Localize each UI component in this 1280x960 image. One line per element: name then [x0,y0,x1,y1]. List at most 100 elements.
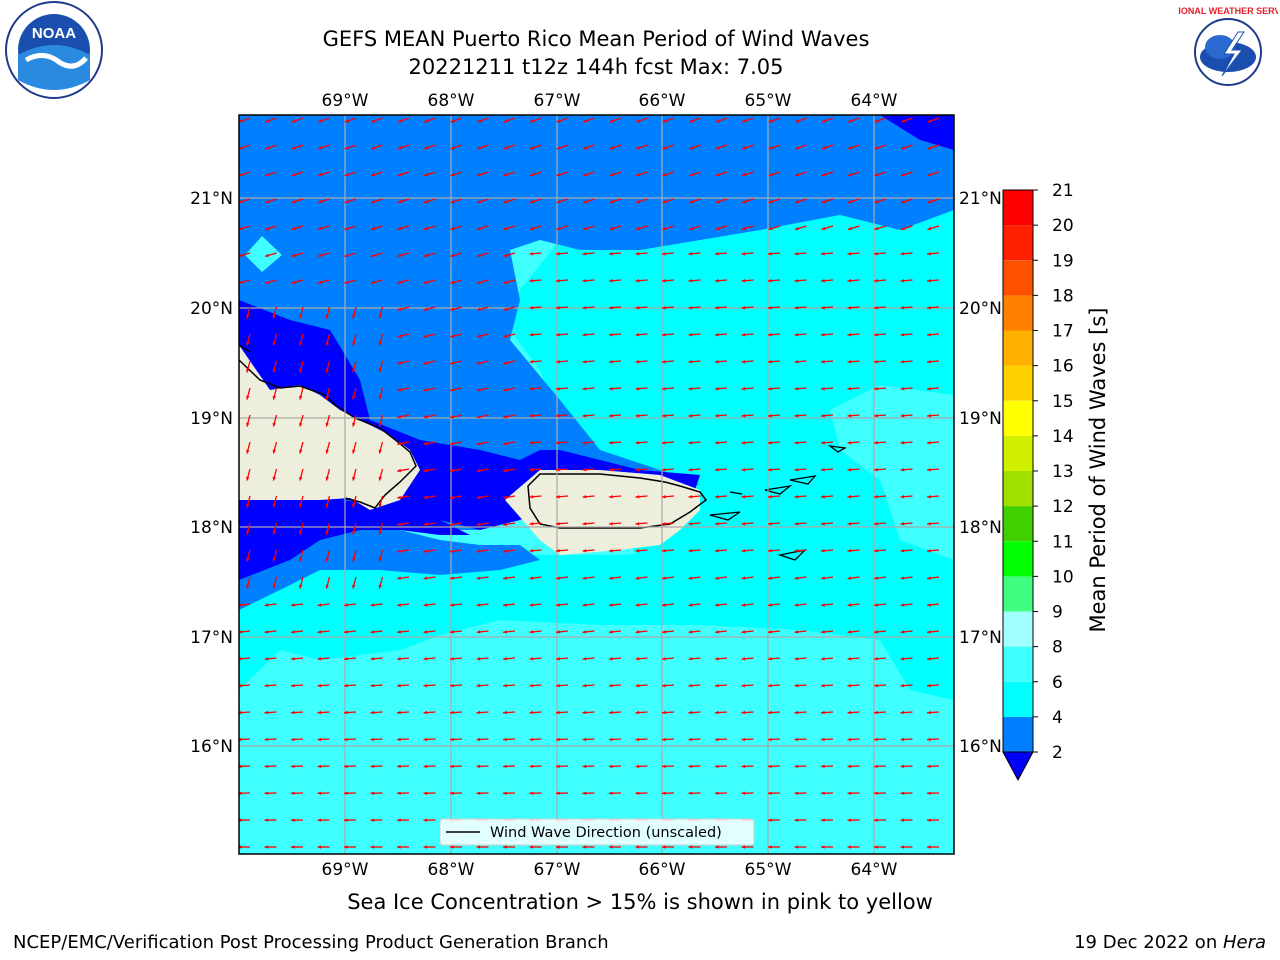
lat-label: 21°N [959,189,1002,209]
direction-arrow-head [450,307,455,311]
direction-arrow-head [556,279,560,283]
direction-arrow-head [423,845,428,849]
colorbar-swatch [1003,576,1033,612]
direction-arrow-head [847,414,852,418]
colorbar-swatch [1003,295,1033,331]
graticule [239,115,954,854]
direction-arrow-head [450,146,455,150]
coastline-hispaniola [239,344,417,509]
direction-arrow-head [352,449,356,454]
direction-arrow-head [317,845,322,849]
direction-arrow-head [424,146,429,150]
direction-arrow-head [556,146,561,150]
direction-arrow-head [874,199,879,204]
direction-arrow-head [476,657,481,661]
direction-arrow-head [476,845,481,849]
direction-arrow-head [450,388,455,392]
colorbar-tick-label: 9 [1052,603,1063,623]
direction-arrow-head [688,522,693,526]
colorbar-swatch [1003,611,1033,647]
direction-arrow-head [635,683,640,688]
direction-arrow-head [662,387,666,391]
direction-arrow-head [741,387,746,391]
colorbar-swatch [1003,260,1033,296]
direction-arrow-head [582,306,587,310]
direction-arrow-head [556,845,560,849]
direction-arrow-head [272,476,276,481]
direction-arrow-head [246,314,250,319]
direction-arrow-head [609,522,613,526]
direction-arrow-head [821,818,825,822]
direction-arrow-head [900,657,905,661]
direction-arrow-head [688,279,693,283]
direction-arrow-head [344,253,349,257]
direction-arrow-head [768,791,772,795]
chart-subtitle: 20221211 t12z 144h fcst Max: 7.05 [408,55,784,79]
direction-arrow-head [291,119,296,123]
direction-arrow-head [450,630,454,634]
direction-arrow-head [352,503,356,508]
colorbar-swatch [1003,716,1033,752]
lat-label: 16°N [190,737,233,757]
direction-arrow-head [556,414,560,418]
direction-arrow-head [794,737,799,742]
direction-arrow-head [370,764,375,769]
colorbar-extend-triangle [1002,751,1034,782]
direction-arrow-head [821,226,826,231]
direction-arrow-head [423,710,428,715]
direction-arrow-head [246,449,250,454]
direction-arrow-head [352,368,356,373]
direction-arrow-head [476,764,481,769]
direction-arrow-head [291,710,295,715]
direction-arrow-head [741,333,746,337]
direction-arrow-head [582,252,587,256]
direction-arrow-head [397,334,402,338]
direction-arrow-head [503,791,507,795]
direction-arrow-head [299,476,303,481]
direction-arrow-head [299,557,303,562]
direction-arrow-head [927,818,931,822]
direction-arrow-head [476,361,481,365]
direction-arrow-head [477,119,482,123]
direction-arrow-head [378,314,382,319]
direction-arrow-head [370,845,375,849]
direction-arrow-head [344,818,348,822]
colorbar-tick-label: 4 [1052,708,1063,728]
lat-label: 20°N [959,299,1002,319]
direction-arrow-head [662,468,666,472]
direction-arrow-head [423,441,428,446]
direction-arrow-head [450,791,454,795]
lon-label: 69°W [322,91,369,111]
direction-arrow-head [291,173,296,177]
direction-arrow-head [662,119,667,123]
direction-arrow-head [291,226,296,231]
direction-arrow-head [795,226,799,231]
colorbar-swatch [1003,190,1033,226]
direction-arrow-head [423,280,428,284]
direction-arrow-head [529,710,534,715]
direction-arrow-head [503,683,507,688]
direction-arrow-head [900,549,905,553]
direction-arrow-head [689,199,693,204]
direction-arrow-head [246,368,250,373]
direction-arrow-head [503,441,508,446]
direction-arrow-head [325,341,329,346]
direction-arrow-head [291,146,296,150]
period-band-6-8-patch [830,385,954,560]
direction-arrow-head [352,476,356,481]
direction-arrow-head [397,576,401,580]
direction-arrow-head [291,683,295,688]
direction-arrow-head [477,146,482,150]
period-band-2-4-south [239,525,540,610]
direction-arrow-head [662,226,667,231]
direction-arrow-head [742,199,746,204]
direction-arrow-head [662,522,666,526]
direction-arrow-head [397,764,401,769]
direction-arrow-head [635,737,640,742]
direction-arrow-head [635,387,640,391]
direction-arrow-head [609,279,613,283]
lat-label: 21°N [190,189,233,209]
direction-arrow-head [529,737,534,742]
direction-arrow-head [874,468,878,472]
direction-arrow-head [688,468,693,472]
